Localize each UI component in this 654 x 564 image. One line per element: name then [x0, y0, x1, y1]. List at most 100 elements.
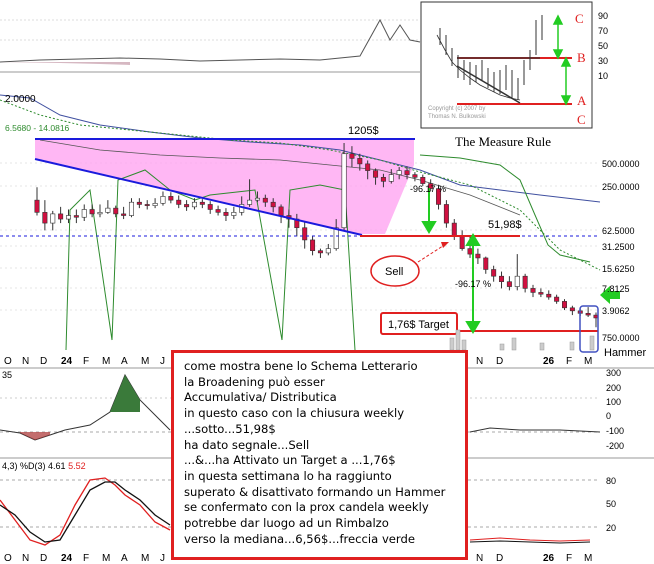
- price-tick-label: 3.9062: [602, 306, 630, 316]
- candle: [247, 179, 253, 207]
- inset-title: The Measure Rule: [455, 134, 551, 149]
- candle: [483, 256, 489, 274]
- candle: [73, 209, 79, 224]
- x-tick-label: 26: [543, 356, 555, 367]
- candle: [168, 192, 174, 204]
- candle: [199, 199, 205, 209]
- candle: [380, 173, 386, 188]
- candle: [499, 271, 505, 289]
- candle: [231, 206, 237, 220]
- candle: [152, 198, 158, 209]
- stoch-k-value: 5.52: [68, 461, 86, 471]
- candle: [215, 205, 221, 216]
- candle: [365, 160, 371, 180]
- candle: [105, 200, 111, 214]
- candle: [270, 198, 276, 213]
- rsi-tick-label: 200: [606, 383, 621, 393]
- price-tick-label: 750.0000: [602, 333, 640, 343]
- candle: [475, 248, 481, 264]
- x-tick-label-bottom: D: [496, 553, 503, 564]
- upper-channel-line: [419, 154, 591, 263]
- candle: [349, 146, 355, 168]
- x-tick-label-bottom: M: [102, 553, 110, 564]
- x-tick-label: N: [476, 356, 483, 367]
- candle: [136, 198, 142, 209]
- drop-pct-1-label: -96.17 %: [410, 184, 446, 194]
- stoch-tick-label: 20: [606, 523, 616, 533]
- x-tick-label: M: [141, 356, 149, 367]
- x-tick-label-bottom: M: [141, 553, 149, 564]
- inset-letter-c-bottom: C: [577, 112, 586, 127]
- x-tick-label: F: [83, 356, 89, 367]
- candle: [585, 307, 591, 317]
- candle: [254, 191, 260, 203]
- candle: [420, 174, 426, 186]
- candle: [333, 219, 339, 251]
- candle: [223, 208, 229, 222]
- candle: [522, 273, 528, 293]
- note-line: ...&...ha Attivato un Target a ...1,76$: [184, 453, 396, 468]
- note-line: ...sotto...51,98$: [184, 421, 276, 436]
- stoch-prefix: 4,3) %D(3): [2, 461, 46, 471]
- rsi-tick-label: 300: [606, 368, 621, 378]
- candle: [128, 198, 134, 218]
- x-tick-label-bottom: 26: [543, 553, 555, 564]
- x-tick-label-bottom: F: [83, 553, 89, 564]
- sell-bubble: [370, 255, 420, 287]
- svg-text:4,3) %D(3) 4.61 5.: 4,3) %D(3) 4.61 5.52: [2, 461, 86, 471]
- candle: [443, 200, 449, 228]
- support-trendline: [34, 158, 363, 236]
- candle: [34, 187, 40, 216]
- price-tick-label: 62.5000: [602, 226, 635, 236]
- stochastic-panel: 4,3) %D(3) 4.61 5.52 80 50 20: [0, 457, 654, 546]
- stoch-tick-label: 50: [606, 499, 616, 509]
- x-tick-label: N: [22, 356, 29, 367]
- target-box: [380, 312, 458, 335]
- measure-rule-inset: C B A C Copyright (c) 2007 by Thomas N. B…: [420, 1, 593, 129]
- x-tick-label: M: [584, 356, 592, 367]
- rsi-tick-label: -200: [606, 441, 624, 451]
- level-1205-label: 1205$: [348, 125, 379, 137]
- candle: [436, 184, 442, 210]
- x-tick-label-bottom: N: [22, 553, 29, 564]
- note-line: in questo caso con la chiusura weekly: [184, 406, 405, 421]
- middle-band-line: [0, 99, 601, 271]
- candle: [569, 305, 575, 316]
- x-tick-label-bottom: M: [584, 553, 592, 564]
- top-tick-label: 90: [598, 11, 608, 21]
- candle: [176, 195, 182, 209]
- candle: [357, 153, 363, 171]
- top-tick-label: 70: [598, 26, 608, 36]
- inset-letter-c-top: C: [575, 11, 584, 26]
- candle: [412, 172, 418, 182]
- inset-letter-b: B: [577, 50, 586, 65]
- hammer-highlight-box: [579, 305, 599, 353]
- rsi-tick-label: -100: [606, 426, 624, 436]
- candle: [81, 204, 87, 222]
- candle: [207, 201, 213, 214]
- note-line: superato & disattivato formando un Hamme…: [184, 484, 446, 499]
- price-axis: 500.0000 250.0000 62.5000 31.2500 15.6250 7.8…: [602, 159, 640, 343]
- price-tick-label: 500.0000: [602, 159, 640, 169]
- ma-line-dark: [39, 139, 521, 216]
- candle: [121, 206, 127, 220]
- x-axis-bottom: O N D 24 F M A M J N D 26 F M: [4, 553, 592, 564]
- candle: [302, 221, 308, 249]
- candle: [113, 205, 119, 218]
- note-line: la Broadening può esser: [184, 374, 325, 389]
- candle: [404, 166, 410, 180]
- note-line: Accumulativa/ Distributica: [184, 390, 337, 405]
- candle: [317, 248, 323, 258]
- sell-label: Sell: [385, 266, 403, 278]
- x-tick-label-bottom: A: [121, 553, 128, 564]
- green-rebound-arrow: [600, 286, 620, 304]
- candle: [491, 265, 497, 282]
- x-tick-label: D: [496, 356, 503, 367]
- note-line: ha dato segnale...Sell: [184, 437, 310, 452]
- candle: [546, 290, 552, 300]
- commentary-box: come mostra bene lo Schema Letterario la …: [171, 350, 468, 560]
- x-tick-label-bottom: N: [476, 553, 483, 564]
- candle: [388, 169, 394, 184]
- x-tick-label: F: [566, 356, 572, 367]
